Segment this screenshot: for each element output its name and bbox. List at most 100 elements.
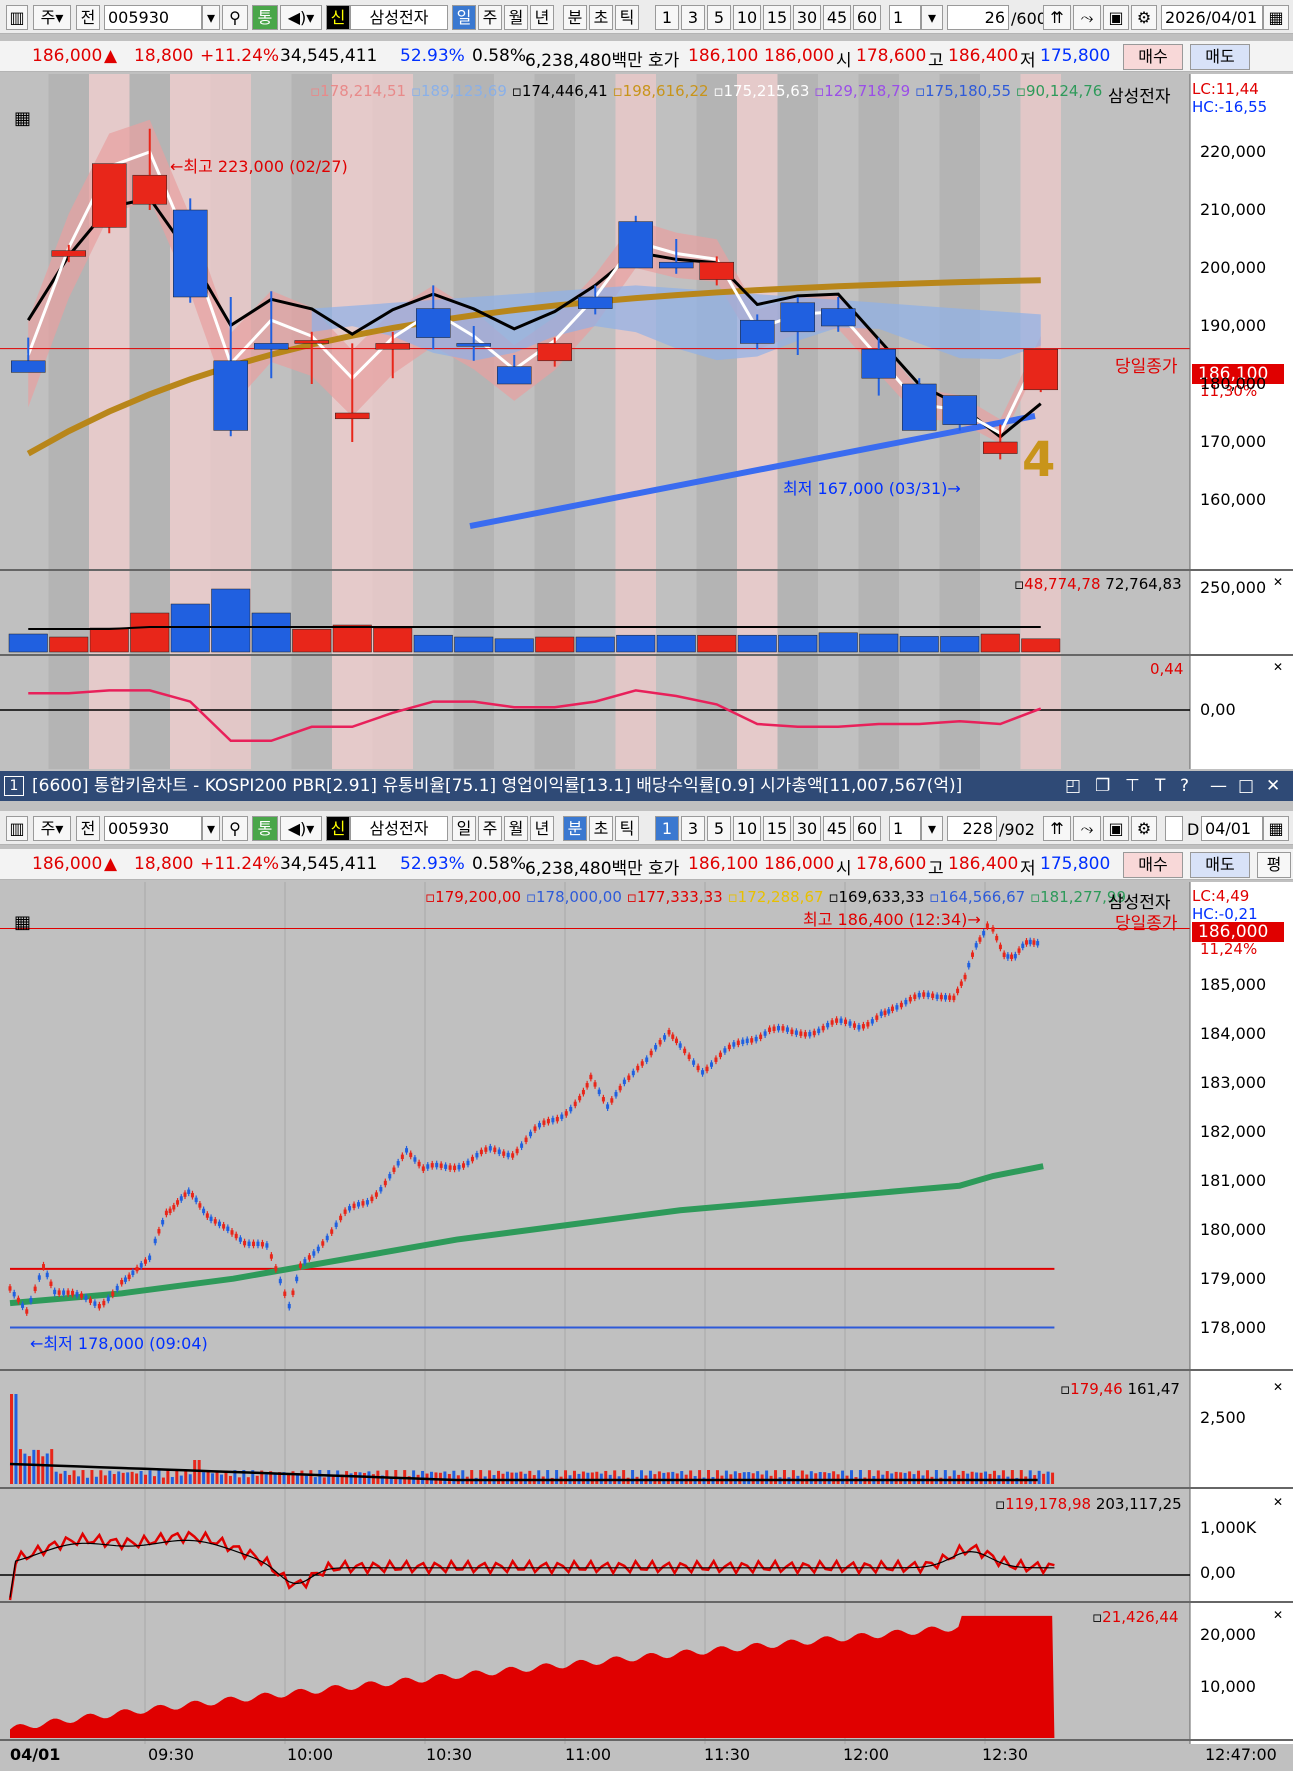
interval-button[interactable]: 3 (681, 816, 705, 841)
unit-button[interactable]: 분 (563, 816, 587, 841)
chart-menu-icon[interactable]: ▦ (14, 912, 32, 933)
close-panel-icon[interactable]: ✕ (1273, 1608, 1284, 1622)
minute-candle (457, 1164, 461, 1170)
period-button[interactable]: 주 (478, 816, 502, 841)
count-input[interactable]: 228 (947, 816, 997, 841)
minute-candle (754, 1036, 758, 1042)
eval-button[interactable]: 평 (1257, 852, 1291, 878)
buy-button[interactable]: 매수 (1123, 44, 1183, 70)
period-button[interactable]: 년 (530, 816, 554, 841)
period-button[interactable]: 년 (530, 5, 554, 30)
unit-button[interactable]: 틱 (615, 816, 639, 841)
interval-button[interactable]: 30 (793, 5, 821, 30)
multiplier-input[interactable]: 1 (889, 816, 921, 841)
daily-volume-bar (332, 624, 372, 653)
sell-button[interactable]: 매도 (1190, 852, 1250, 878)
sell-button[interactable]: 매도 (1190, 44, 1250, 70)
chart-type-icon[interactable]: ▥ (6, 816, 28, 841)
minute-candle (53, 1289, 57, 1295)
interval-button[interactable]: 1 (655, 5, 679, 30)
close-panel-icon[interactable]: ✕ (1273, 1380, 1284, 1394)
search-icon[interactable]: ⚲ (222, 816, 248, 841)
multiplier-dropdown-icon[interactable]: ▾ (921, 5, 943, 30)
mode-button[interactable]: 전 (76, 816, 100, 841)
close-panel-icon[interactable]: ✕ (1273, 575, 1284, 589)
badge-button[interactable]: 통 (252, 816, 278, 841)
font-icon[interactable]: T (1155, 776, 1166, 796)
interval-button[interactable]: 1 (655, 816, 679, 841)
indicator-icon[interactable]: ⇈ (1043, 816, 1071, 841)
interval-button[interactable]: 15 (763, 816, 791, 841)
mode-button[interactable]: 전 (76, 5, 100, 30)
unit-button[interactable]: 분 (563, 5, 587, 30)
interval-button[interactable]: 15 (763, 5, 791, 30)
close-panel-icon[interactable]: ✕ (1273, 1495, 1284, 1509)
code-input[interactable]: 005930 (104, 816, 202, 841)
date-input[interactable]: 2026/04/01 (1161, 5, 1263, 30)
trend-icon[interactable]: ⤳ (1073, 816, 1101, 841)
gear-icon[interactable]: ⚙ (1131, 5, 1157, 30)
code-dropdown-icon[interactable]: ▾ (202, 816, 220, 841)
buy-button[interactable]: 매수 (1123, 852, 1183, 878)
layout-icon[interactable]: ◰ (1065, 776, 1082, 796)
unit-button[interactable]: 초 (589, 816, 613, 841)
minute-volume-bar (666, 1472, 670, 1484)
minute-volume-bar (640, 1470, 643, 1484)
minimize-icon[interactable]: — (1210, 776, 1227, 796)
interval-button[interactable]: 5 (707, 5, 731, 30)
interval-button[interactable]: 60 (853, 816, 881, 841)
unit-button[interactable]: 초 (589, 5, 613, 30)
top-quote-bar: 186,000 ▲ 18,800 +11.24% 34,545,411 52.9… (0, 41, 1293, 72)
chart-menu-icon[interactable]: ▦ (14, 108, 32, 129)
multiplier-dropdown-icon[interactable]: ▾ (921, 816, 943, 841)
code-input[interactable]: 005930 (104, 5, 202, 30)
pin-icon[interactable]: ⊤ (1125, 776, 1140, 796)
unit-button[interactable]: 틱 (615, 5, 639, 30)
gear-icon[interactable]: ⚙ (1131, 816, 1157, 841)
indicator-icon[interactable]: ⇈ (1043, 5, 1071, 30)
period-button[interactable]: 일 (452, 816, 476, 841)
daily-candle (497, 366, 532, 385)
badge-button[interactable]: 통 (252, 5, 278, 30)
interval-button[interactable]: 45 (823, 816, 851, 841)
code-dropdown-icon[interactable]: ▾ (202, 5, 220, 30)
item-type-select[interactable]: 주▾ (33, 5, 71, 30)
minute-volume-bar (519, 1471, 523, 1484)
interval-button[interactable]: 5 (707, 816, 731, 841)
close-panel-icon[interactable]: ✕ (1273, 660, 1284, 674)
minute-volume-bar (170, 1476, 174, 1484)
period-button[interactable]: 월 (504, 816, 528, 841)
stock-name-field[interactable]: 삼성전자 (350, 816, 448, 841)
period-button[interactable]: 월 (504, 5, 528, 30)
period-button[interactable]: 주 (478, 5, 502, 30)
calendar-icon[interactable]: ▦ (1263, 5, 1289, 30)
interval-button[interactable]: 10 (733, 816, 761, 841)
minute-volume-bar (220, 1474, 223, 1484)
minute-candle (1002, 952, 1006, 958)
period-button[interactable]: 일 (452, 5, 476, 30)
sound-icon[interactable]: ◀)▾ (280, 816, 322, 841)
count-input[interactable]: 26 (947, 5, 1009, 30)
search-icon[interactable]: ⚲ (222, 5, 248, 30)
interval-button[interactable]: 3 (681, 5, 705, 30)
calendar-icon[interactable]: ▦ (1263, 816, 1289, 841)
trend-icon[interactable]: ⤳ (1073, 5, 1101, 30)
date-checkbox[interactable] (1165, 816, 1183, 841)
item-type-select[interactable]: 주▾ (33, 816, 71, 841)
stock-name-field[interactable]: 삼성전자 (350, 5, 448, 30)
date-input[interactable]: 04/01 (1201, 816, 1263, 841)
help-icon[interactable]: ? (1180, 776, 1190, 796)
window-icon[interactable]: ❐ (1095, 776, 1111, 796)
multiplier-input[interactable]: 1 (889, 5, 921, 30)
save-icon[interactable]: ▣ (1103, 5, 1129, 30)
interval-button[interactable]: 45 (823, 5, 851, 30)
interval-button[interactable]: 10 (733, 5, 761, 30)
chart-type-icon[interactable]: ▥ (6, 5, 28, 30)
maximize-icon[interactable]: □ (1238, 776, 1255, 796)
interval-button[interactable]: 30 (793, 816, 821, 841)
minute-candle (750, 1038, 754, 1043)
save-icon[interactable]: ▣ (1103, 816, 1129, 841)
close-icon[interactable]: ✕ (1266, 776, 1281, 796)
interval-button[interactable]: 60 (853, 5, 881, 30)
sound-icon[interactable]: ◀)▾ (280, 5, 322, 30)
